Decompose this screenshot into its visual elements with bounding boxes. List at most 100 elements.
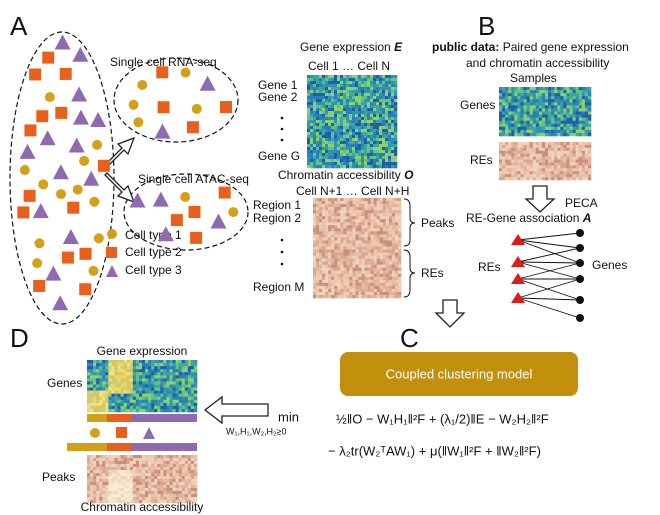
heat-cell (573, 118, 576, 121)
heat-cell (331, 271, 334, 274)
heat-cell (499, 121, 502, 124)
heat-cell (367, 150, 370, 153)
heat-cell (355, 213, 358, 216)
heat-cell (148, 461, 151, 464)
heat-cell (151, 485, 154, 488)
heat-cell (355, 111, 358, 114)
heat-cell (355, 283, 358, 286)
heat-cell (334, 271, 337, 274)
heat-cell (373, 141, 376, 144)
heat-cell (533, 105, 536, 108)
heat-cell (386, 283, 389, 286)
cell (36, 110, 48, 122)
heat-cell (96, 372, 99, 375)
heat-cell (394, 111, 397, 114)
heat-cell (527, 127, 530, 130)
heat-cell (499, 148, 502, 151)
heat-cell (331, 265, 334, 268)
heat-cell (536, 171, 539, 174)
heat-cell (343, 90, 346, 93)
heat-cell (322, 129, 325, 132)
heat-cell (371, 237, 374, 240)
heat-cell (385, 99, 388, 102)
heat-cell (316, 198, 319, 201)
heat-cell (370, 105, 373, 108)
heat-cell (557, 93, 560, 96)
heat-cell (124, 458, 127, 461)
down-arrow (526, 186, 554, 212)
heat-cell (377, 219, 380, 222)
heat-cell (194, 400, 197, 403)
heat-cell (325, 132, 328, 135)
heat-cell (395, 283, 398, 286)
heat-cell (533, 151, 536, 154)
heat-cell (191, 467, 194, 470)
heat-cell (379, 129, 382, 132)
heat-cell (343, 271, 346, 274)
heat-cell (322, 81, 325, 84)
formula-line: ½‖O − W₁H₁‖²F + (λ₁/2)‖E − W₂H₂‖²F (336, 411, 549, 426)
heat-cell (307, 84, 310, 87)
heat-cell (382, 156, 385, 159)
heat-cell (170, 409, 173, 412)
heat-cell (349, 225, 352, 228)
heat-cell (364, 75, 367, 78)
heat-cell (545, 87, 548, 90)
heat-cell (388, 96, 391, 99)
heat-cell (359, 198, 362, 201)
cell (67, 202, 79, 214)
heat-cell (325, 135, 328, 138)
heat-cell (355, 268, 358, 271)
heat-cell (376, 90, 379, 93)
heat-cell (307, 150, 310, 153)
heat-cell (499, 112, 502, 115)
heat-cell (545, 90, 548, 93)
heat-cell (570, 102, 573, 105)
heat-cell (331, 201, 334, 204)
heat-cell (133, 476, 136, 479)
heat-cell (557, 165, 560, 168)
heat-cell (563, 118, 566, 121)
heat-cell (530, 148, 533, 151)
heat-cell (395, 213, 398, 216)
heat-cell (322, 271, 325, 274)
heat-cell (391, 111, 394, 114)
heat-cell (343, 243, 346, 246)
heat-cell (391, 102, 394, 105)
heat-cell (373, 99, 376, 102)
heat-cell (343, 108, 346, 111)
heat-cell (337, 156, 340, 159)
heat-cell (524, 102, 527, 105)
heat-cell (160, 479, 163, 482)
heat-cell (316, 231, 319, 234)
heat-cell (340, 114, 343, 117)
heat-cell (579, 133, 582, 136)
heat-cell (502, 148, 505, 151)
heat-cell (563, 165, 566, 168)
heat-cell (115, 375, 118, 378)
heat-cell (394, 144, 397, 147)
heat-cell (194, 470, 197, 473)
heat-cell (557, 157, 560, 160)
heat-cell (386, 292, 389, 295)
heat-cell (179, 491, 182, 494)
heat-cell (325, 126, 328, 129)
heat-cell (139, 378, 142, 381)
heat-cell (588, 148, 591, 151)
heat-cell (389, 271, 392, 274)
heat-cell (151, 384, 154, 387)
heat-cell (90, 388, 93, 391)
heat-cell (130, 485, 133, 488)
heat-cell (111, 406, 114, 409)
heat-cell (371, 246, 374, 249)
heat-cell (319, 265, 322, 268)
heat-cell (328, 108, 331, 111)
heat-cell (539, 154, 542, 157)
heat-cell (307, 108, 310, 111)
heat-cell (349, 265, 352, 268)
heat-cell (370, 117, 373, 120)
heat-cell (316, 259, 319, 262)
heat-cell (385, 150, 388, 153)
heat-cell (527, 142, 530, 145)
heat-cell (93, 375, 96, 378)
